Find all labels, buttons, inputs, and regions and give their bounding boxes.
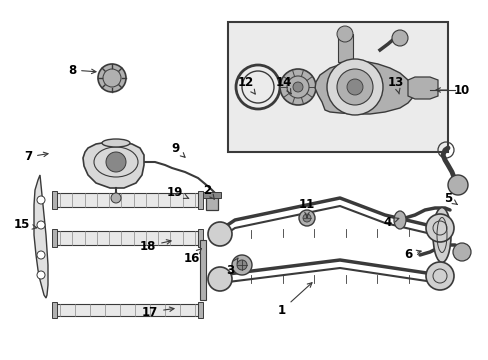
Bar <box>55 304 200 316</box>
Circle shape <box>425 262 453 290</box>
Bar <box>52 191 57 209</box>
Circle shape <box>326 59 382 115</box>
Circle shape <box>303 214 310 222</box>
Circle shape <box>37 271 45 279</box>
Text: 1: 1 <box>277 283 311 316</box>
Circle shape <box>237 260 246 270</box>
Polygon shape <box>314 62 413 114</box>
Circle shape <box>452 243 470 261</box>
Bar <box>52 229 57 247</box>
Bar <box>205 195 218 210</box>
Text: 8: 8 <box>68 63 96 77</box>
Text: 13: 13 <box>387 76 403 94</box>
Bar <box>52 302 57 318</box>
Text: 6: 6 <box>403 248 420 261</box>
Circle shape <box>292 82 303 92</box>
Circle shape <box>207 222 231 246</box>
Text: 15: 15 <box>14 219 37 231</box>
Circle shape <box>298 210 314 226</box>
Text: 4: 4 <box>383 216 398 229</box>
Ellipse shape <box>393 211 405 229</box>
Circle shape <box>111 193 121 203</box>
Text: 3: 3 <box>225 258 238 276</box>
Bar <box>200 240 205 300</box>
Circle shape <box>336 69 372 105</box>
Circle shape <box>425 214 453 242</box>
Ellipse shape <box>102 139 130 147</box>
Text: 19: 19 <box>166 185 188 198</box>
Circle shape <box>37 251 45 259</box>
Bar <box>227 22 447 152</box>
Circle shape <box>37 196 45 204</box>
Bar <box>55 193 200 207</box>
Circle shape <box>106 152 126 172</box>
Text: 9: 9 <box>170 141 184 157</box>
Circle shape <box>98 64 126 92</box>
Text: 5: 5 <box>443 192 456 204</box>
Circle shape <box>207 267 231 291</box>
Text: 7: 7 <box>24 150 48 163</box>
Text: 2: 2 <box>203 184 214 199</box>
Polygon shape <box>34 175 48 298</box>
Circle shape <box>336 26 352 42</box>
Text: 11: 11 <box>298 198 314 217</box>
Text: 10: 10 <box>435 84 469 96</box>
Text: 18: 18 <box>140 239 171 252</box>
Text: 16: 16 <box>183 248 201 265</box>
Circle shape <box>37 221 45 229</box>
Ellipse shape <box>432 207 450 262</box>
Text: 17: 17 <box>142 306 174 319</box>
Text: 12: 12 <box>237 76 255 94</box>
Text: 14: 14 <box>275 76 292 94</box>
Bar <box>337 34 352 62</box>
Bar <box>55 231 200 245</box>
Bar <box>203 192 221 198</box>
Circle shape <box>447 175 467 195</box>
Polygon shape <box>407 77 437 99</box>
Circle shape <box>391 30 407 46</box>
Circle shape <box>280 69 315 105</box>
Bar <box>198 191 203 209</box>
Circle shape <box>231 255 251 275</box>
Bar <box>198 302 203 318</box>
Polygon shape <box>83 142 143 188</box>
Circle shape <box>346 79 362 95</box>
Bar <box>198 229 203 247</box>
